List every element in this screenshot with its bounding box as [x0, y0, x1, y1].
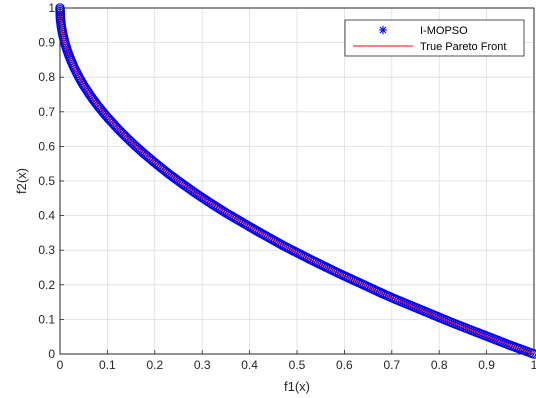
data-point: [88, 94, 98, 105]
legend-label: I-MOPSO: [420, 25, 468, 37]
x-tick-label: 0.8: [431, 358, 448, 372]
y-tick-label: 0.5: [38, 174, 55, 188]
y-tick-label: 0.2: [38, 278, 55, 292]
x-tick-label: 0.7: [383, 358, 400, 372]
x-axis-label: f1(x): [284, 379, 310, 394]
data-point: [87, 93, 97, 103]
x-tick-label: 0.1: [99, 358, 116, 372]
series-1: [59, 7, 535, 355]
x-tick-label: 0: [57, 358, 64, 372]
y-tick-label: 0.4: [38, 209, 55, 223]
y-tick-label: 0.9: [38, 36, 55, 50]
x-tick-label: 0.9: [478, 358, 495, 372]
legend-label: True Pareto Front: [420, 41, 506, 53]
x-tick-label: 0.4: [241, 358, 258, 372]
series-line: [59, 7, 535, 355]
y-tick-label: 0.6: [38, 139, 55, 153]
legend-marker-asterisk: [378, 25, 388, 35]
axis-ticks: 0 0.1 0.2 0.3 0.4 0.5 0.6 0.7 0.8 0.9 1 0 0.1 0.2 0.3 0…: [38, 1, 536, 372]
x-tick-label: 0.5: [289, 358, 306, 372]
x-tick-label: 0.3: [194, 358, 211, 372]
data-point: [89, 96, 100, 106]
y-tick-label: 0.7: [38, 105, 55, 119]
y-tick-label: 0: [48, 347, 55, 361]
series-layer: [55, 3, 536, 359]
y-axis-label: f2(x): [14, 168, 29, 194]
y-tick-label: 0.1: [38, 312, 55, 326]
y-tick-label: 0.8: [38, 70, 55, 84]
series-0: [55, 3, 536, 359]
legend-box: [344, 19, 525, 57]
x-tick-label: 1: [531, 358, 536, 372]
x-tick-label: 0.2: [146, 358, 163, 372]
data-point: [86, 91, 96, 102]
x-tick-label: 0.6: [336, 358, 353, 372]
legend: I-MOPSO True Pareto Front: [344, 19, 525, 57]
y-tick-label: 0.3: [38, 243, 55, 257]
y-tick-label: 1: [48, 1, 55, 15]
